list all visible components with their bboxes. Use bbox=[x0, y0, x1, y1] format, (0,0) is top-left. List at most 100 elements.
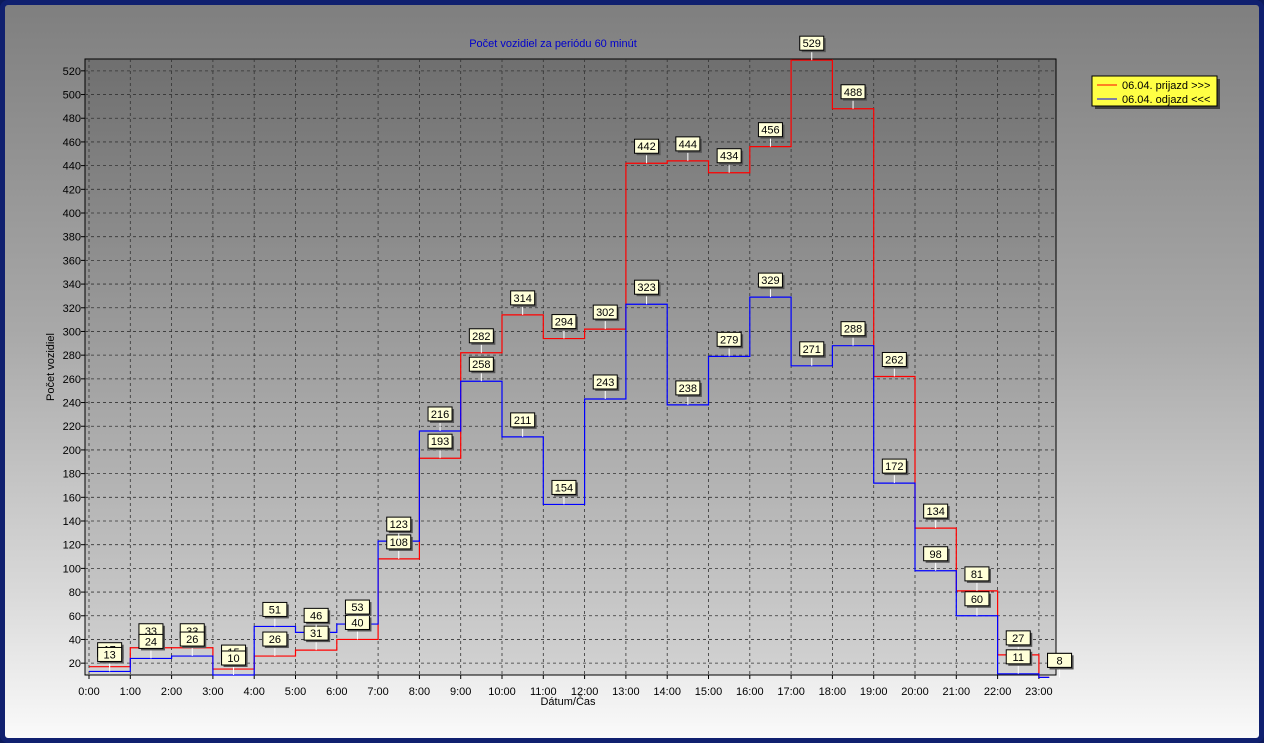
x-tick-label: 13:00 bbox=[612, 686, 640, 698]
data-label-box bbox=[881, 351, 907, 367]
data-label: 13 bbox=[104, 649, 116, 661]
x-tick-label: 23:00 bbox=[1025, 686, 1053, 698]
x-axis-label: Dátum/Čas bbox=[540, 695, 596, 708]
x-tick-label: 18:00 bbox=[819, 686, 847, 698]
data-label: 442 bbox=[637, 141, 655, 153]
x-tick-label: 7:00 bbox=[367, 686, 388, 698]
data-label-box bbox=[716, 148, 742, 164]
y-tick-label: 320 bbox=[63, 303, 81, 315]
x-tick-label: 3:00 bbox=[202, 686, 223, 698]
data-label: 123 bbox=[390, 519, 408, 531]
data-label: 211 bbox=[514, 415, 532, 427]
x-tick-label: 6:00 bbox=[326, 686, 347, 698]
chart-title: Počet vozidiel za periódu 60 minút bbox=[469, 38, 637, 50]
y-tick-label: 280 bbox=[63, 350, 81, 362]
data-label-box bbox=[97, 646, 123, 662]
data-label-box bbox=[757, 272, 783, 288]
y-tick-label: 420 bbox=[63, 184, 81, 196]
y-axis-label: Počet vozidiel bbox=[45, 333, 57, 401]
data-label-box bbox=[468, 328, 494, 344]
y-tick-label: 120 bbox=[63, 540, 81, 552]
series-line-1 bbox=[89, 296, 1050, 678]
data-label: 154 bbox=[555, 482, 573, 494]
data-label-box bbox=[757, 122, 783, 138]
y-tick-label: 340 bbox=[63, 279, 81, 291]
data-label: 279 bbox=[720, 334, 738, 346]
data-label-box bbox=[510, 412, 536, 428]
data-label-box bbox=[840, 84, 866, 100]
data-label: 31 bbox=[310, 628, 322, 640]
y-tick-label: 380 bbox=[63, 232, 81, 244]
data-label: 27 bbox=[1012, 633, 1024, 645]
data-label-box bbox=[799, 341, 825, 357]
data-label: 329 bbox=[761, 275, 779, 287]
series-line-0 bbox=[89, 59, 1050, 678]
data-label-box bbox=[262, 631, 288, 647]
y-tick-label: 60 bbox=[69, 611, 81, 623]
data-label-box bbox=[1005, 630, 1031, 646]
y-tick-label: 180 bbox=[63, 469, 81, 481]
y-tick-label: 40 bbox=[69, 634, 81, 646]
data-label: 456 bbox=[761, 125, 779, 137]
data-label: 238 bbox=[679, 383, 697, 395]
data-label: 172 bbox=[885, 461, 903, 473]
y-tick-label: 240 bbox=[63, 398, 81, 410]
data-label: 288 bbox=[844, 324, 862, 336]
data-label: 434 bbox=[720, 151, 738, 163]
data-label: 26 bbox=[186, 634, 198, 646]
data-label-box bbox=[964, 591, 990, 607]
data-label-box bbox=[592, 304, 618, 320]
y-tick-label: 300 bbox=[63, 326, 81, 338]
data-label-box bbox=[923, 546, 949, 562]
data-label-box bbox=[551, 314, 577, 330]
data-label-box bbox=[303, 607, 329, 623]
y-tick-label: 140 bbox=[63, 516, 81, 528]
data-label-box bbox=[716, 331, 742, 347]
y-tick-label: 460 bbox=[63, 137, 81, 149]
y-tick-label: 520 bbox=[63, 66, 81, 78]
data-label: 444 bbox=[679, 139, 697, 151]
x-tick-label: 14:00 bbox=[653, 686, 681, 698]
y-tick-label: 160 bbox=[63, 492, 81, 504]
data-label-box bbox=[344, 599, 370, 615]
data-label: 216 bbox=[431, 409, 449, 421]
x-tick-label: 1:00 bbox=[120, 686, 141, 698]
data-label: 98 bbox=[930, 549, 942, 561]
data-label: 193 bbox=[431, 436, 449, 448]
y-tick-label: 260 bbox=[63, 374, 81, 386]
data-label: 60 bbox=[971, 594, 983, 606]
data-label: 529 bbox=[803, 38, 821, 50]
data-label-box bbox=[675, 380, 701, 396]
data-label-box bbox=[675, 136, 701, 152]
data-label-box bbox=[427, 406, 453, 422]
data-label: 11 bbox=[1013, 652, 1024, 664]
data-label-box bbox=[138, 633, 164, 649]
data-label-box bbox=[510, 290, 536, 306]
data-label: 488 bbox=[844, 87, 862, 99]
data-label: 314 bbox=[513, 293, 531, 305]
data-label: 24 bbox=[145, 636, 157, 648]
data-label-box bbox=[386, 516, 412, 532]
x-tick-label: 10:00 bbox=[488, 686, 516, 698]
x-tick-label: 17:00 bbox=[777, 686, 805, 698]
legend-box bbox=[1091, 75, 1218, 107]
x-tick-label: 22:00 bbox=[984, 686, 1012, 698]
data-label: 294 bbox=[555, 317, 573, 329]
y-tick-label: 200 bbox=[63, 445, 81, 457]
data-label: 302 bbox=[596, 307, 614, 319]
data-label: 51 bbox=[269, 604, 281, 616]
data-label-box bbox=[964, 566, 990, 582]
series-lines bbox=[89, 59, 1050, 678]
data-label: 323 bbox=[637, 282, 655, 294]
x-tick-label: 8:00 bbox=[409, 686, 430, 698]
data-label-box bbox=[551, 479, 577, 495]
y-tick-label: 20 bbox=[69, 658, 81, 670]
x-tick-label: 20:00 bbox=[901, 686, 929, 698]
data-label-box bbox=[634, 138, 660, 154]
data-label-box bbox=[881, 458, 907, 474]
data-label-box bbox=[634, 279, 660, 295]
x-axis: 0:00 1:00 2:00 3:00 4:00 5:00 6:00 7:00 8:00 9:00… bbox=[78, 675, 1053, 698]
y-tick-label: 220 bbox=[63, 421, 81, 433]
data-label: 282 bbox=[472, 331, 490, 343]
data-label: 262 bbox=[885, 354, 903, 366]
